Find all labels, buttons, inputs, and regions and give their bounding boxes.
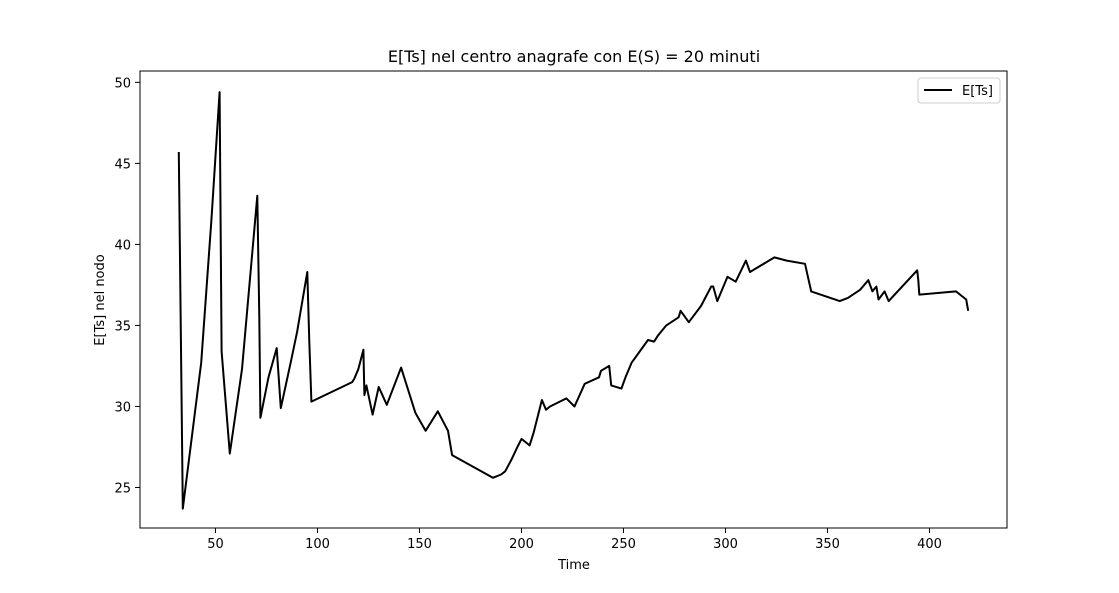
y-tick-label: 45 bbox=[114, 157, 131, 172]
x-tick-label: 200 bbox=[509, 537, 534, 552]
y-tick-label: 30 bbox=[114, 400, 131, 415]
legend: E[Ts] bbox=[917, 77, 1001, 104]
x-tick-label: 400 bbox=[917, 537, 942, 552]
y-tick-label: 50 bbox=[114, 76, 131, 91]
x-tick-label: 50 bbox=[207, 537, 224, 552]
x-tick-label: 100 bbox=[305, 537, 330, 552]
x-tick-label: 150 bbox=[407, 537, 432, 552]
x-tick-label: 350 bbox=[815, 537, 840, 552]
y-tick-label: 25 bbox=[114, 481, 131, 496]
chart-title: E[Ts] nel centro anagrafe con E(S) = 20 … bbox=[388, 47, 760, 66]
x-tick-label: 300 bbox=[713, 537, 738, 552]
y-axis-ticks: 25 30 35 40 45 50 bbox=[114, 76, 140, 496]
y-axis-title: E[Ts] nel nodo bbox=[93, 254, 108, 345]
y-tick-label: 35 bbox=[114, 319, 131, 334]
x-axis-title: Time bbox=[557, 558, 590, 573]
x-axis-ticks: 50 100 150 200 250 300 350 400 bbox=[207, 528, 942, 552]
series-line-ets bbox=[177, 91, 970, 510]
legend-box bbox=[917, 77, 1001, 104]
legend-label: E[Ts] bbox=[962, 84, 993, 99]
y-tick-label: 40 bbox=[114, 238, 131, 253]
plot-area bbox=[139, 70, 1008, 529]
x-tick-label: 250 bbox=[611, 537, 636, 552]
